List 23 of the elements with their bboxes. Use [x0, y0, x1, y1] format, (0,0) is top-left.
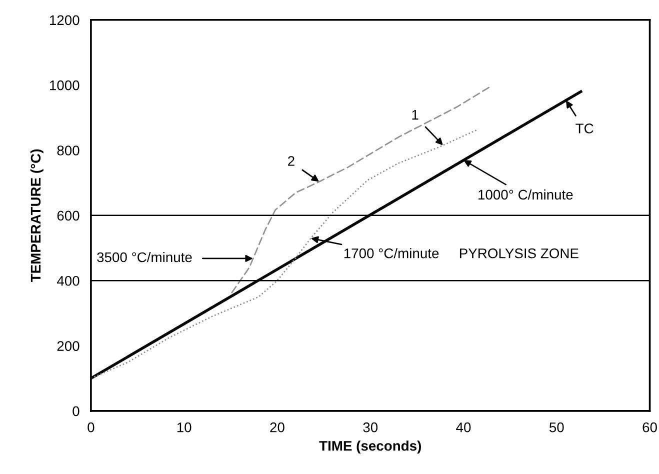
x-tick-label: 10: [177, 422, 192, 432]
y-tick-label: 600: [57, 210, 80, 221]
annotation: PYROLYSIS ZONE: [460, 248, 578, 258]
annotation: 3500 °C/minute: [97, 252, 192, 262]
annotation: 1000° C/minute: [478, 189, 573, 200]
x-tick-label: 0: [88, 422, 94, 432]
x-axis-title: TIME (seconds): [319, 440, 421, 454]
y-axis-title: TEMPERATURE (°C): [30, 149, 44, 282]
y-tick-label: 1200: [50, 15, 80, 26]
y-tick-label: 800: [57, 146, 80, 156]
x-tick-label: 60: [642, 422, 657, 432]
y-tick-label: 400: [56, 276, 80, 286]
x-tick-label: 40: [456, 422, 471, 432]
text: 1: [412, 110, 418, 120]
legend-label: TC: [576, 124, 594, 134]
y-tick-label: 0: [72, 406, 80, 416]
x-tick-label: 20: [270, 422, 284, 432]
y-tick-label: 200: [57, 341, 80, 351]
annotation: 1700 °C/minute: [344, 248, 439, 258]
x-tick-label: 30: [363, 422, 378, 432]
y-tick-label: 1000: [50, 80, 80, 90]
x-tick-label: 50: [549, 422, 564, 432]
series-label: 2: [288, 156, 294, 166]
